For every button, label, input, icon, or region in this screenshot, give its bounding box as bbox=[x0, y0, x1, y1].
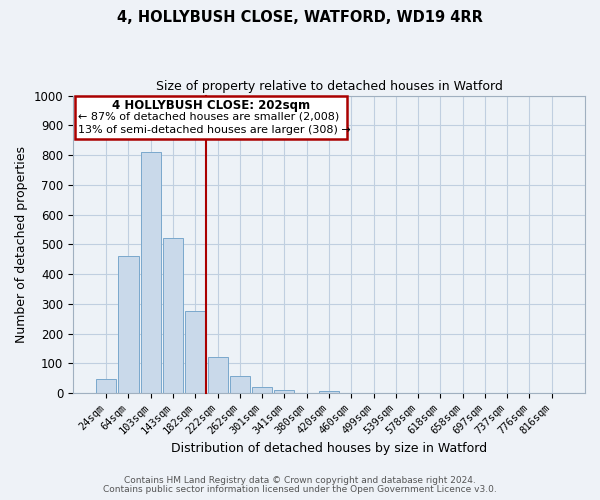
Bar bbox=[230, 376, 250, 393]
FancyBboxPatch shape bbox=[76, 96, 347, 138]
Bar bbox=[118, 256, 139, 393]
Text: 4 HOLLYBUSH CLOSE: 202sqm: 4 HOLLYBUSH CLOSE: 202sqm bbox=[112, 98, 310, 112]
Bar bbox=[319, 391, 339, 393]
Bar bbox=[163, 238, 183, 393]
X-axis label: Distribution of detached houses by size in Watford: Distribution of detached houses by size … bbox=[171, 442, 487, 455]
Bar bbox=[208, 357, 227, 393]
Text: 4, HOLLYBUSH CLOSE, WATFORD, WD19 4RR: 4, HOLLYBUSH CLOSE, WATFORD, WD19 4RR bbox=[117, 10, 483, 25]
Bar bbox=[141, 152, 161, 393]
Bar bbox=[252, 386, 272, 393]
Y-axis label: Number of detached properties: Number of detached properties bbox=[15, 146, 28, 343]
Text: ← 87% of detached houses are smaller (2,008): ← 87% of detached houses are smaller (2,… bbox=[78, 112, 339, 122]
Bar bbox=[96, 380, 116, 393]
Title: Size of property relative to detached houses in Watford: Size of property relative to detached ho… bbox=[155, 80, 502, 93]
Text: Contains public sector information licensed under the Open Government Licence v3: Contains public sector information licen… bbox=[103, 485, 497, 494]
Bar bbox=[185, 312, 205, 393]
Bar bbox=[274, 390, 295, 393]
Text: 13% of semi-detached houses are larger (308) →: 13% of semi-detached houses are larger (… bbox=[78, 126, 351, 136]
Text: Contains HM Land Registry data © Crown copyright and database right 2024.: Contains HM Land Registry data © Crown c… bbox=[124, 476, 476, 485]
